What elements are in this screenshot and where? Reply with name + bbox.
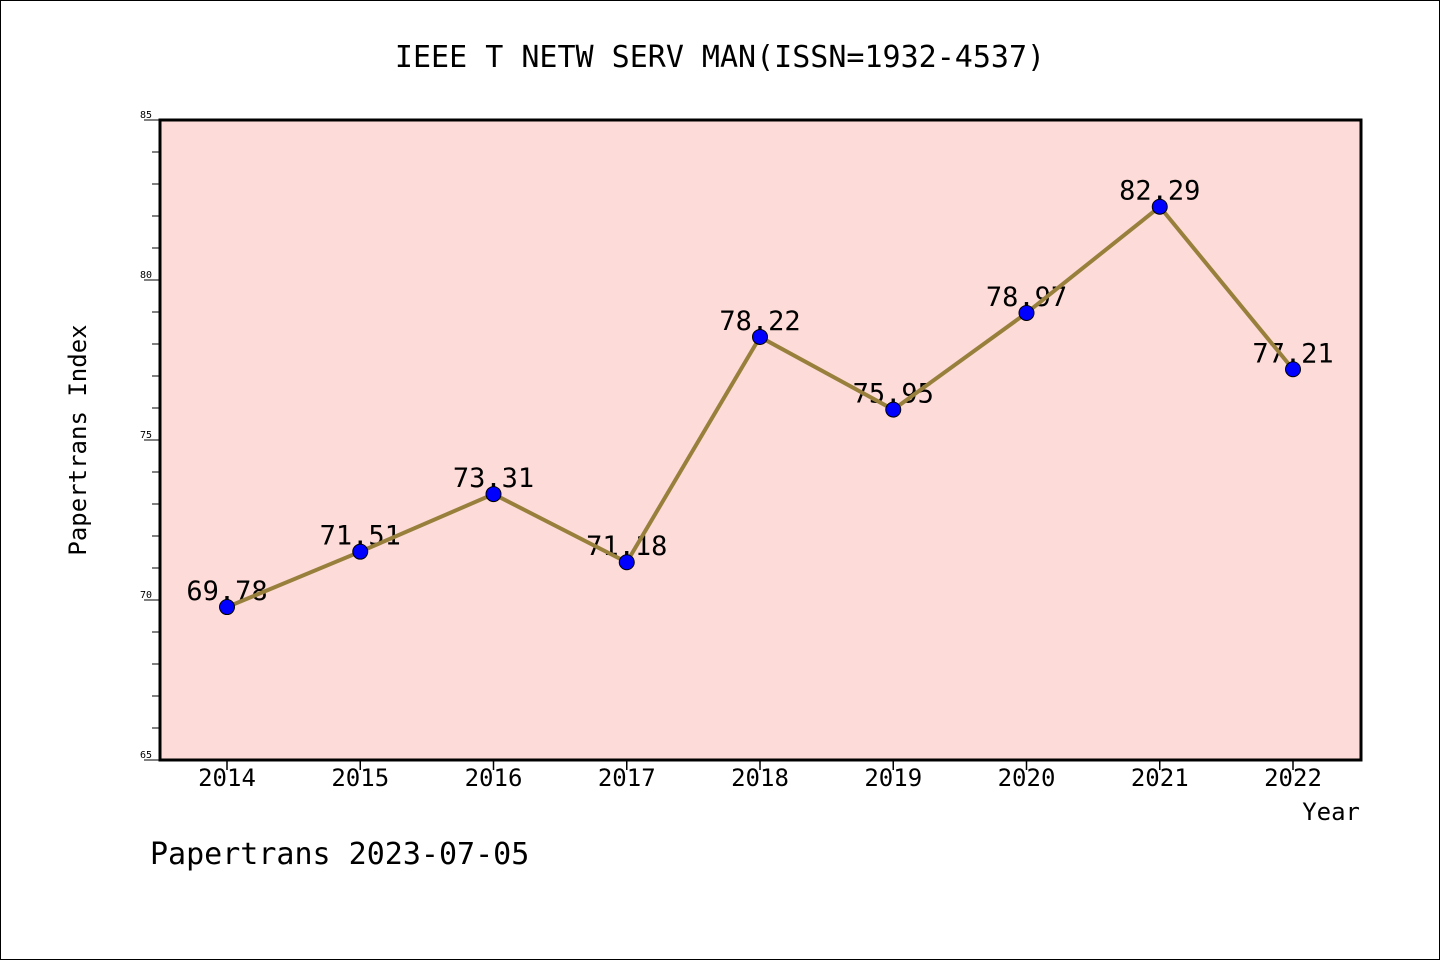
y-axis: 65 70 75 80 85 <box>140 110 160 761</box>
y-tick-label: 70 <box>140 590 152 601</box>
data-point <box>752 328 768 345</box>
data-point <box>352 543 369 560</box>
y-tick-label: 75 <box>140 430 152 441</box>
x-tick-label: 2015 <box>331 764 389 792</box>
x-tick-label: 2019 <box>864 764 922 792</box>
footer-credit: Papertrans 2023-07-05 <box>150 837 529 872</box>
data-point <box>485 486 502 503</box>
data-point <box>1151 198 1168 215</box>
data-point <box>885 401 902 418</box>
data-point <box>1018 304 1035 321</box>
x-tick-label: 2014 <box>198 764 256 792</box>
x-tick-label: 2021 <box>1131 764 1189 792</box>
data-point <box>1285 361 1301 378</box>
x-axis: 2014 2015 2016 2017 2018 2019 2020 2021 2022 <box>198 760 1322 792</box>
series-layer <box>219 198 1301 616</box>
x-tick-label: 2020 <box>998 764 1056 792</box>
x-axis-label: Year <box>1302 798 1360 826</box>
x-tick-label: 2022 <box>1264 764 1322 792</box>
y-tick-label: 80 <box>140 270 152 281</box>
plot-area <box>158 118 1363 762</box>
data-point <box>219 599 235 616</box>
data-point <box>618 554 635 571</box>
x-tick-label: 2017 <box>598 764 656 792</box>
x-tick-label: 2016 <box>465 764 523 792</box>
x-tick-label: 2018 <box>731 764 789 792</box>
y-tick-label: 85 <box>140 110 152 121</box>
y-tick-label: 65 <box>140 750 152 761</box>
y-axis-label: Papertrans Index <box>64 324 92 555</box>
chart-title: IEEE T NETW SERV MAN(ISSN=1932-4537) <box>395 40 1045 75</box>
